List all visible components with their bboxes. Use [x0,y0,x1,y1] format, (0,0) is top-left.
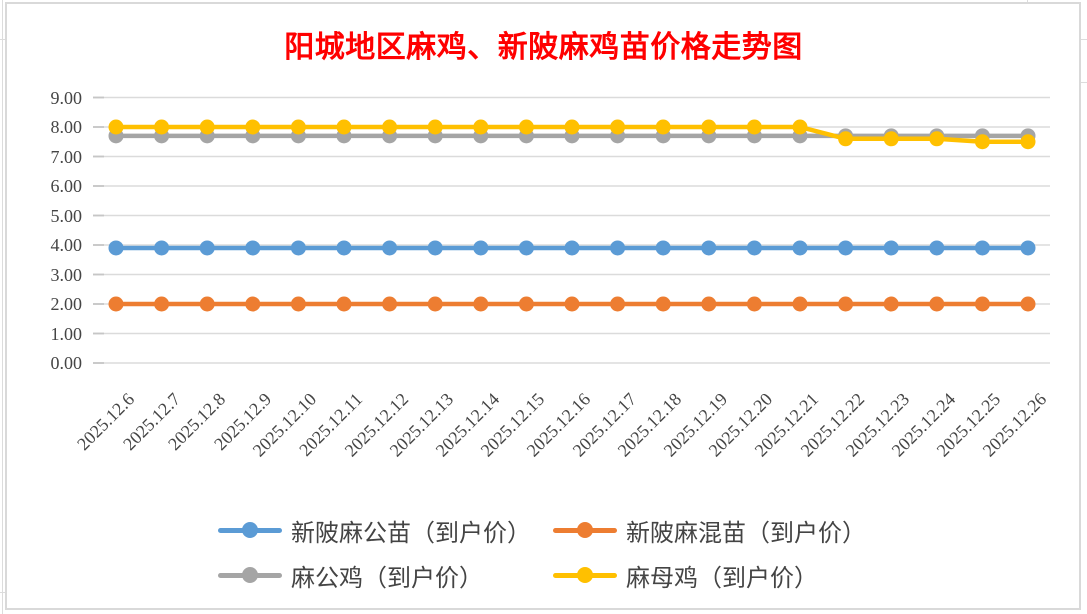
data-point-marker [245,240,261,256]
data-point-marker [701,240,717,256]
y-axis-tick-label: 8.00 [50,117,83,137]
data-point-marker [610,240,626,256]
worksheet-gridline [0,592,6,593]
y-axis-tick-label: 6.00 [50,176,83,196]
data-point-marker [564,119,580,135]
data-point-marker [199,296,215,312]
data-point-marker [838,131,854,147]
data-point-marker [701,296,717,312]
data-point-marker [746,240,762,256]
data-point-marker [974,134,990,150]
data-point-marker [883,296,899,312]
data-point-marker [792,296,808,312]
data-point-marker [746,119,762,135]
data-point-marker [838,240,854,256]
legend-line-marker-icon [553,567,617,583]
worksheet-gridline [0,39,6,40]
data-point-marker [792,240,808,256]
data-point-marker [290,240,306,256]
data-point-marker [792,119,808,135]
legend-label: 新陂麻混苗（到户价） [626,520,866,547]
data-point-marker [1020,240,1036,256]
worksheet-gridline [1081,82,1087,83]
data-point-marker [199,119,215,135]
y-axis-tick-label: 9.00 [50,87,83,108]
y-axis-tick-label: 7.00 [50,146,83,167]
data-point-marker [473,119,489,135]
legend-line-marker-icon [218,522,282,538]
data-point-marker [564,240,580,256]
data-point-marker [518,119,534,135]
y-axis-tick-label: 4.00 [50,235,83,255]
data-point-marker [108,296,124,312]
data-point-marker [336,296,352,312]
data-point-marker [382,240,398,256]
worksheet-gridline [1027,0,1028,3]
data-point-marker [199,240,215,256]
legend-line-marker-icon [218,567,282,583]
data-point-marker [974,240,990,256]
data-point-marker [108,119,124,135]
legend-item-ma-gong-ji: 麻公鸡（到户价） [218,559,483,592]
data-point-marker [382,119,398,135]
y-axis-tick-label: 5.00 [50,205,83,226]
worksheet-gridline [1081,39,1087,40]
y-axis-tick-label: 1.00 [50,323,83,344]
data-point-marker [564,296,580,312]
y-axis-tick-label: 2.00 [50,294,83,314]
data-point-marker [382,296,398,312]
data-point-marker [883,240,899,256]
data-point-marker [473,296,489,312]
data-point-marker [108,240,124,256]
data-point-marker [518,296,534,312]
data-point-marker [290,296,306,312]
data-point-marker [245,296,261,312]
data-point-marker [427,119,443,135]
legend-label: 麻母鸡（到户价） [626,565,818,592]
legend-label: 新陂麻公苗（到户价） [291,520,531,547]
data-point-marker [929,131,945,147]
data-point-marker [655,240,671,256]
legend-dot-icon [242,522,258,538]
data-point-marker [655,119,671,135]
legend-item-ma-mu-ji: 麻母鸡（到户价） [553,559,818,592]
data-point-marker [746,296,762,312]
data-point-marker [336,119,352,135]
data-point-marker [154,240,170,256]
data-point-marker [1020,296,1036,312]
legend-dot-icon [577,522,593,538]
data-point-marker [245,119,261,135]
data-point-marker [929,240,945,256]
data-point-marker [610,119,626,135]
chart-title: 阳城地区麻鸡、新陂麻鸡苗价格走势图 [284,31,803,64]
data-point-marker [838,296,854,312]
legend-dot-icon [242,567,258,583]
data-point-marker [336,240,352,256]
data-point-marker [518,240,534,256]
data-point-marker [427,240,443,256]
legend-item-xinpo-ma-hun-miao: 新陂麻混苗（到户价） [553,514,866,547]
data-point-marker [154,119,170,135]
data-point-marker [701,119,717,135]
data-point-marker [610,296,626,312]
legend-dot-icon [577,567,593,583]
legend-line-marker-icon [553,522,617,538]
data-point-marker [974,296,990,312]
legend-item-xinpo-ma-gong-miao: 新陂麻公苗（到户价） [218,514,531,547]
data-point-marker [655,296,671,312]
data-point-marker [883,131,899,147]
data-point-marker [929,296,945,312]
data-point-marker [427,296,443,312]
data-point-marker [154,296,170,312]
data-point-marker [1020,134,1036,150]
y-axis-tick-label: 3.00 [50,264,83,285]
legend-label: 麻公鸡（到户价） [291,565,483,592]
data-point-marker [290,119,306,135]
y-axis-tick-label: 0.00 [50,353,83,373]
data-point-marker [473,240,489,256]
worksheet-gridline [2,0,3,614]
